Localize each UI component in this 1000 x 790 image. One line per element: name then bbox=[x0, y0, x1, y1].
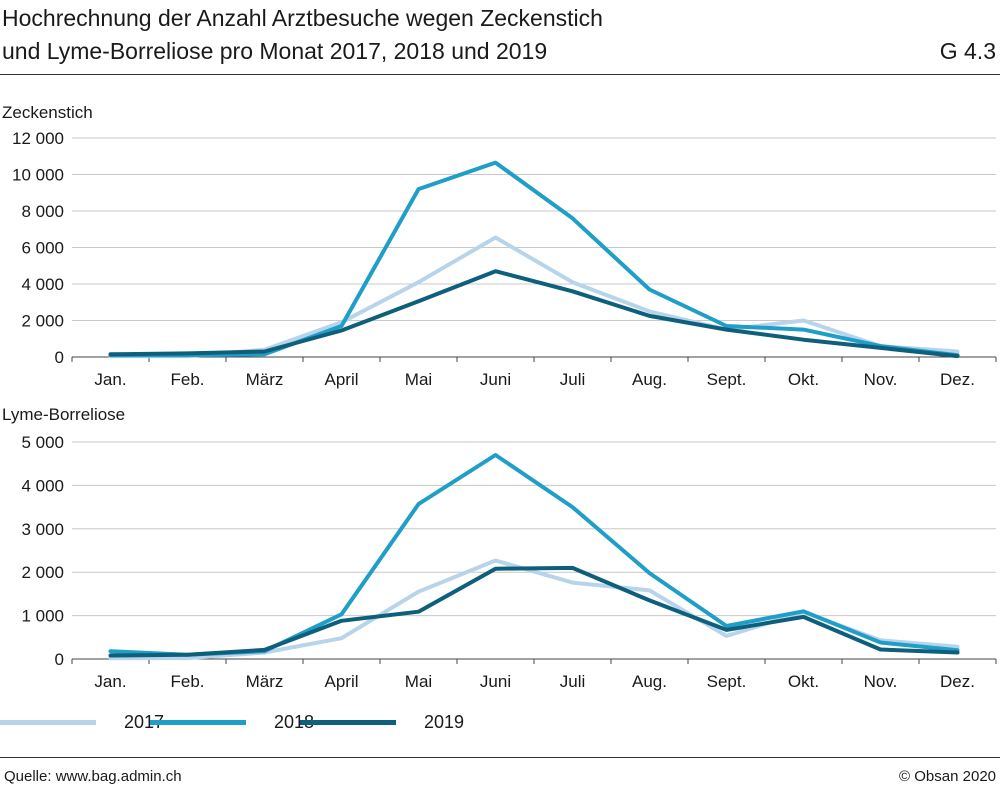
x-tick-label: Nov. bbox=[864, 672, 898, 691]
x-tick-label: Jan. bbox=[94, 672, 126, 691]
x-tick-label: Juni bbox=[480, 672, 511, 691]
x-tick-label: März bbox=[246, 672, 284, 691]
x-tick-label: Jan. bbox=[94, 370, 126, 389]
y-tick-label: 0 bbox=[55, 348, 64, 367]
x-tick-label: Okt. bbox=[788, 672, 819, 691]
x-tick-label: Juni bbox=[480, 370, 511, 389]
subplot-title: Zeckenstich bbox=[2, 103, 93, 122]
subplot-title: Lyme-Borreliose bbox=[2, 405, 125, 424]
series-line-2018 bbox=[108, 160, 960, 358]
copyright-note: © Obsan 2020 bbox=[899, 768, 996, 785]
series-line-2019 bbox=[108, 565, 960, 658]
series-line-2017 bbox=[108, 235, 960, 359]
x-tick-label: Sept. bbox=[707, 672, 747, 691]
x-tick-label: Juli bbox=[560, 370, 586, 389]
series-line-2019 bbox=[108, 269, 960, 359]
y-tick-label: 2 000 bbox=[21, 312, 64, 331]
title-divider bbox=[0, 74, 1000, 75]
y-tick-label: 12 000 bbox=[12, 129, 64, 148]
zeckenstich-chart: Zeckenstich 0 2 000 4 000 6 000 8 000 10 000 12… bbox=[2, 103, 997, 389]
legend-label-2019: 2019 bbox=[424, 711, 465, 732]
x-tick-label: März bbox=[246, 370, 284, 389]
x-tick-label: Mai bbox=[405, 370, 432, 389]
legend-label-2018: 2018 bbox=[274, 711, 315, 732]
lyme-borreliose-chart: Lyme-Borreliose 0 1 000 2 000 3 000 4 000 5 00… bbox=[2, 405, 997, 691]
y-tick-label: 3 000 bbox=[21, 520, 64, 539]
chart-title-line1: Hochrechnung der Anzahl Arztbesuche wege… bbox=[2, 5, 603, 31]
y-tick-label: 4 000 bbox=[21, 476, 64, 495]
legend-label-2017: 2017 bbox=[124, 711, 165, 732]
legend-swatch-2018 bbox=[150, 719, 246, 725]
x-tick-label: Feb. bbox=[170, 672, 204, 691]
y-tick-label: 6 000 bbox=[21, 239, 64, 258]
y-tick-label: 0 bbox=[55, 650, 64, 669]
series-line-2017 bbox=[108, 558, 960, 661]
x-tick-label: Nov. bbox=[864, 370, 898, 389]
x-tick-label: Juli bbox=[560, 672, 586, 691]
x-tick-label: April bbox=[324, 370, 358, 389]
x-tick-label: Okt. bbox=[788, 370, 819, 389]
y-tick-label: 4 000 bbox=[21, 275, 64, 294]
x-tick-label: Aug. bbox=[632, 370, 667, 389]
x-tick-label: Aug. bbox=[632, 672, 667, 691]
source-note: Quelle: www.bag.admin.ch bbox=[4, 768, 182, 785]
footer-divider bbox=[0, 757, 1000, 758]
x-tick-label: Sept. bbox=[707, 370, 747, 389]
x-tick-label: April bbox=[324, 672, 358, 691]
legend-swatch-2019 bbox=[300, 719, 396, 725]
x-tick-label: Dez. bbox=[940, 672, 975, 691]
figure-number: G 4.3 bbox=[939, 38, 996, 64]
legend-item-2018: 2018 bbox=[150, 707, 314, 737]
legend-item-2019: 2019 bbox=[300, 707, 464, 737]
y-tick-label: 8 000 bbox=[21, 202, 64, 221]
legend-swatch-2017 bbox=[0, 719, 96, 725]
x-tick-label: Feb. bbox=[170, 370, 204, 389]
x-tick-label: Dez. bbox=[940, 370, 975, 389]
y-tick-label: 1 000 bbox=[21, 607, 64, 626]
y-tick-label: 5 000 bbox=[21, 433, 64, 452]
chart-title: Hochrechnung der Anzahl Arztbesuche wege… bbox=[2, 2, 902, 68]
legend: 2017 2018 2019 bbox=[0, 707, 1000, 737]
legend-item-2017: 2017 bbox=[0, 707, 164, 737]
y-tick-label: 10 000 bbox=[12, 166, 64, 185]
chart-title-line2: und Lyme-Borreliose pro Monat 2017, 2018… bbox=[2, 38, 548, 64]
x-tick-label: Mai bbox=[405, 672, 432, 691]
y-tick-label: 2 000 bbox=[21, 563, 64, 582]
